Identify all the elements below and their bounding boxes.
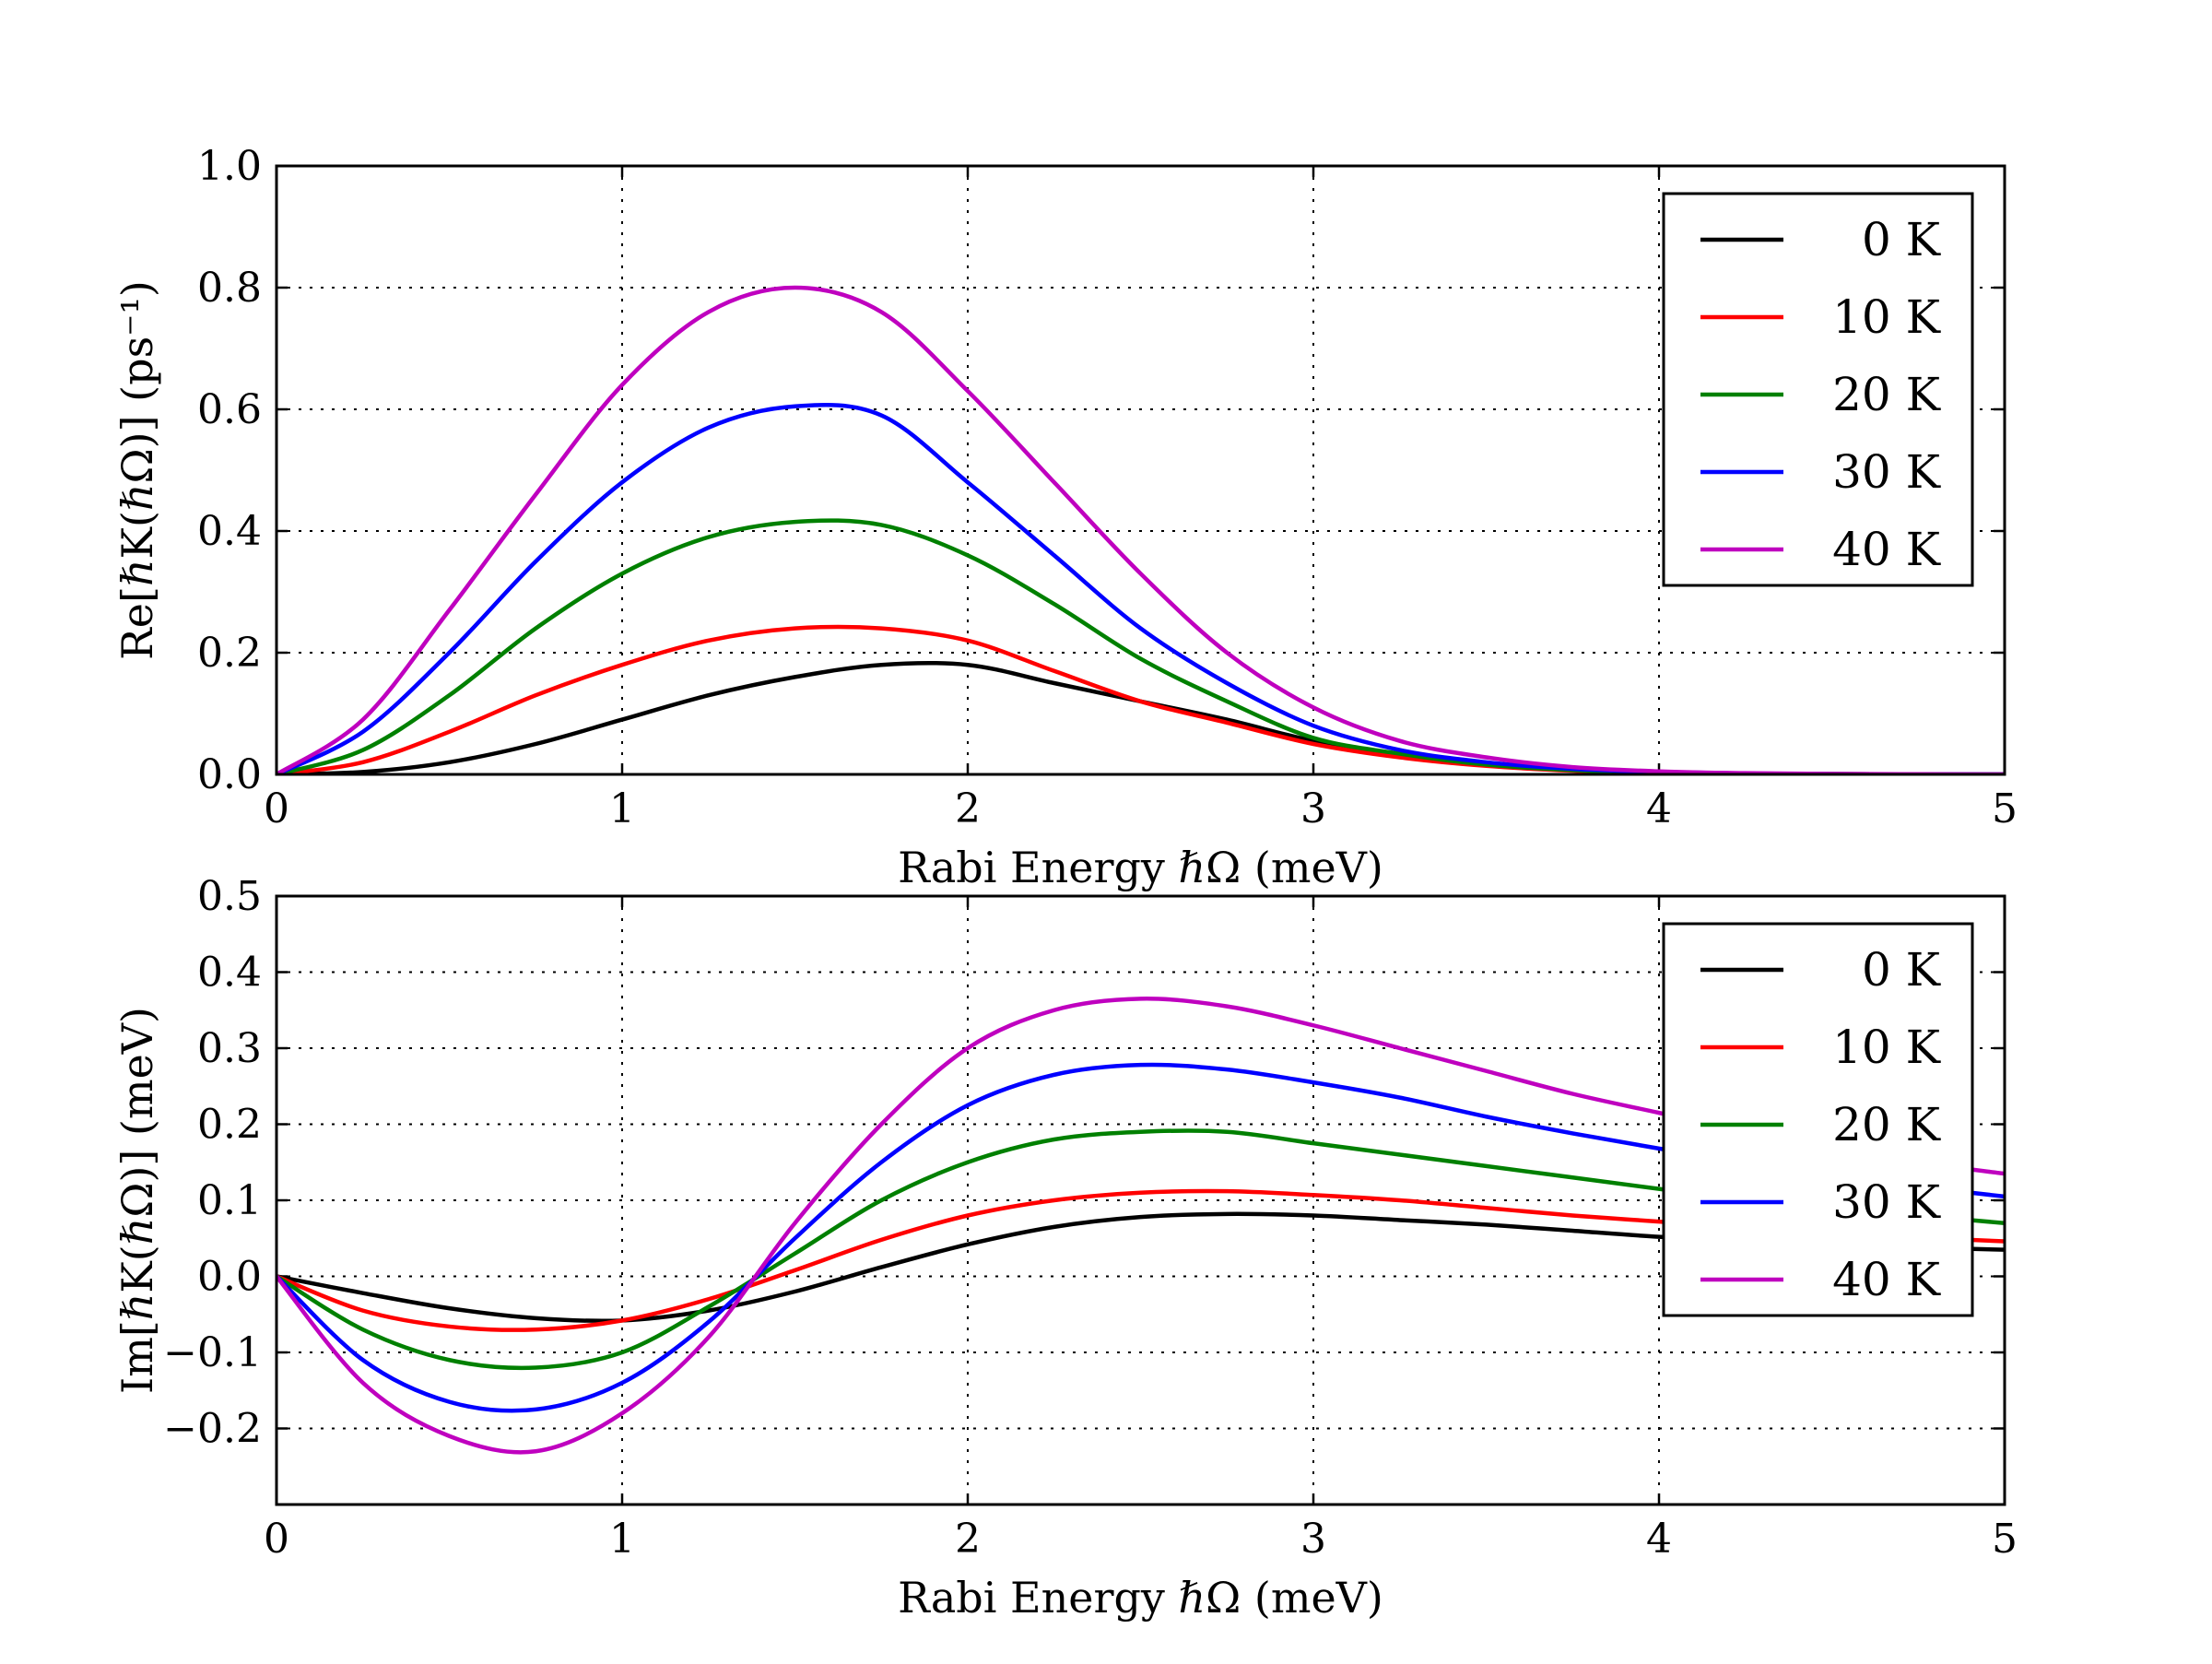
legend: 0 K 10 K 20 K 30 K 40 K (1662, 192, 1974, 587)
y-tick-label: 0.2 (197, 1102, 262, 1149)
y-tick-label: 1.0 (197, 143, 262, 190)
y-axis-label: Re[ℏK(ℏΩ)] (ps⁻¹) (112, 280, 162, 660)
legend: 0 K 10 K 20 K 30 K 40 K (1662, 922, 1974, 1317)
plot-frame (275, 894, 2006, 1506)
legend-label: 0 K (1862, 943, 1942, 997)
plot-frame (275, 164, 2006, 776)
x-tick-label: 2 (955, 785, 981, 832)
legend-box (1662, 922, 1974, 1317)
x-tick-label: 0 (264, 1516, 289, 1563)
y-tick-label: 0.3 (197, 1025, 262, 1072)
y-tick-label: 0.0 (197, 751, 262, 798)
x-tick-label: 4 (1646, 785, 1672, 832)
legend-label: 10 K (1832, 290, 1942, 344)
legend-label: 10 K (1832, 1021, 1942, 1074)
y-tick-label: −0.1 (163, 1329, 262, 1376)
series-line-40-k (276, 285, 2005, 774)
x-axis-label: Rabi Energy ℏΩ (meV) (898, 1573, 1383, 1623)
y-tick-label: 0.0 (197, 1254, 262, 1301)
y-tick-label: −0.2 (163, 1406, 262, 1453)
chart-panel-2: 0 1 2 3 4 5 −0.2 −0.1 0.0 0.1 0.2 0.3 0.4 0.5 0 K 10 K 2… (112, 873, 2018, 1623)
x-axis-label: Rabi Energy ℏΩ (meV) (898, 843, 1383, 892)
legend-box (1662, 192, 1974, 587)
series-line-0-k (276, 660, 2005, 774)
x-tick-label: 5 (1992, 785, 2018, 832)
series-line-10-k (276, 624, 2005, 774)
legend-label: 20 K (1832, 368, 1942, 421)
y-tick-label: 0.1 (197, 1177, 262, 1224)
x-tick-label: 5 (1992, 1516, 2018, 1563)
x-tick-label: 1 (609, 1516, 635, 1563)
y-axis-label: Im[ℏK(ℏΩ)] (meV) (112, 1007, 162, 1394)
y-tick-label: 0.5 (197, 873, 262, 920)
y-tick-label: 0.4 (197, 950, 262, 997)
chart-panel-1: 0 1 2 3 4 5 0.0 0.2 0.4 0.6 0.8 1.0 0 K 10 K 20 K 30 K 4… (112, 143, 2018, 892)
legend-label: 30 K (1832, 445, 1942, 499)
legend-label: 0 K (1862, 213, 1942, 266)
x-tick-label: 4 (1646, 1516, 1672, 1563)
x-tick-label: 2 (955, 1516, 981, 1563)
x-tick-label: 0 (264, 785, 289, 832)
x-tick-label: 3 (1300, 1516, 1326, 1563)
y-tick-label: 0.4 (197, 508, 262, 555)
legend-label: 40 K (1832, 523, 1942, 576)
y-tick-label: 0.8 (197, 265, 262, 312)
legend-label: 40 K (1832, 1253, 1942, 1306)
legend-label: 30 K (1832, 1175, 1942, 1229)
y-tick-label: 0.6 (197, 386, 262, 433)
legend-label: 20 K (1832, 1098, 1942, 1151)
y-tick-label: 0.2 (197, 630, 262, 677)
x-tick-label: 1 (609, 785, 635, 832)
x-tick-label: 3 (1300, 785, 1326, 832)
